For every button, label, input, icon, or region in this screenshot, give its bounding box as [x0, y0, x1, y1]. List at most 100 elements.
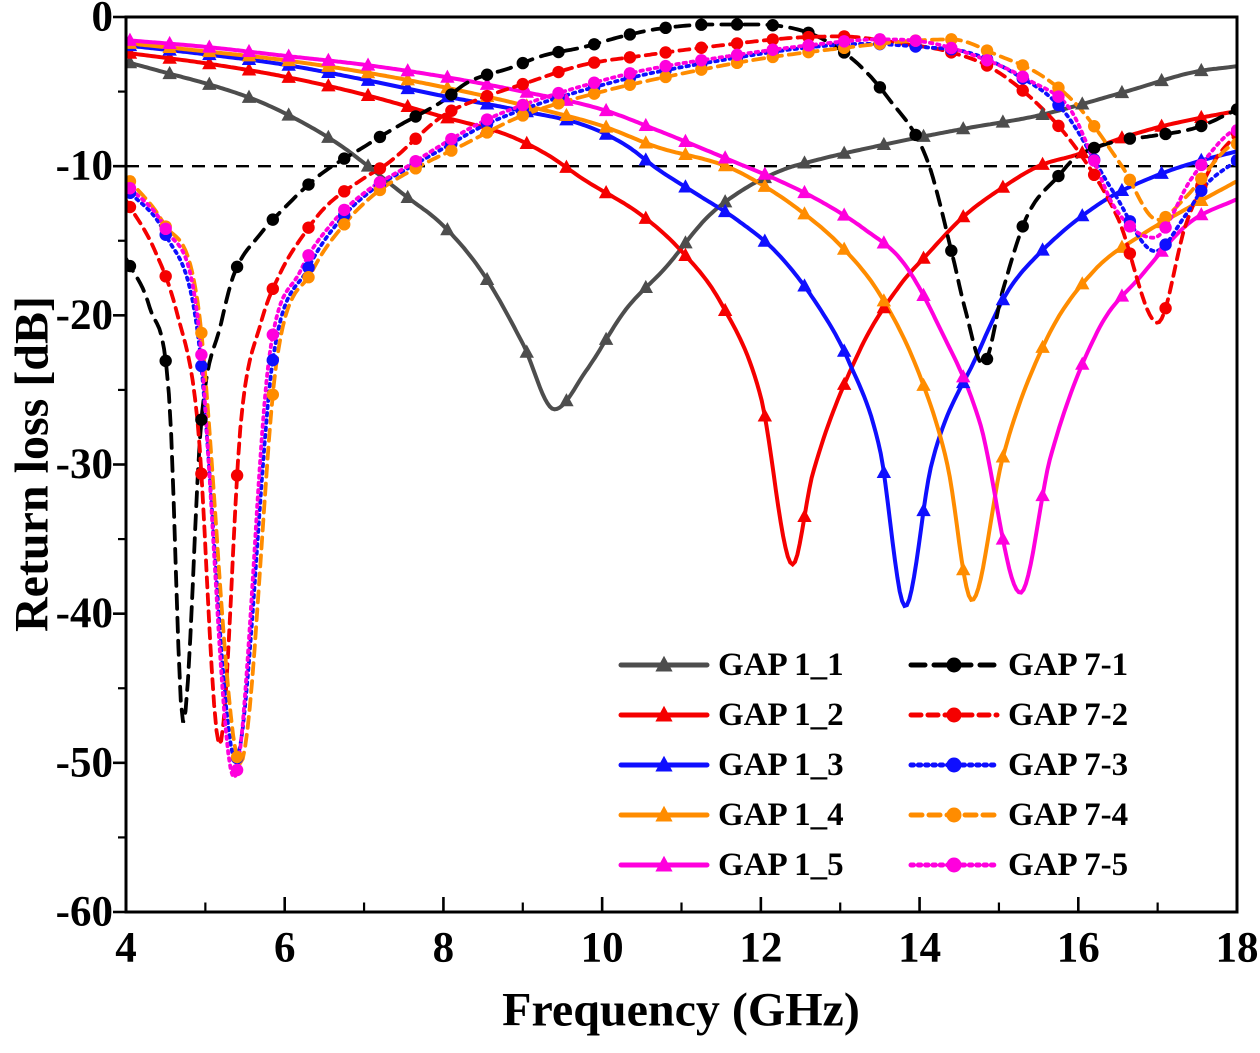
triangle-marker	[281, 69, 296, 83]
circle-marker	[1016, 70, 1029, 83]
legend-circle-marker	[946, 707, 962, 723]
circle-marker	[945, 33, 958, 46]
circle-marker	[1052, 81, 1065, 94]
triangle-marker	[241, 62, 257, 76]
triangle-marker	[281, 48, 296, 62]
circle-marker	[909, 34, 922, 47]
circle-marker	[480, 68, 494, 81]
triangle-marker	[519, 84, 534, 98]
circle-marker	[266, 328, 280, 341]
triangle-marker	[876, 136, 892, 151]
circle-marker	[445, 88, 458, 101]
circle-marker	[409, 132, 422, 145]
y-tick-label: -40	[56, 590, 113, 637]
x-tick-label: 14	[898, 925, 941, 972]
series-curve-gap-1-2	[126, 50, 1237, 568]
circle-marker	[623, 78, 637, 91]
triangle-marker	[757, 408, 773, 422]
triangle-marker	[638, 279, 653, 294]
triangle-marker	[836, 376, 852, 390]
circle-marker	[480, 113, 494, 126]
x-tick-label: 6	[274, 925, 296, 972]
circle-marker	[302, 178, 315, 191]
circle-marker	[552, 97, 565, 110]
triangle-marker	[360, 72, 376, 86]
legend-column-solid: GAP 1_1 GAP 1_2 GAP 1_3 GAP 1_4 GAP 1_5	[618, 640, 898, 890]
triangle-marker	[1035, 242, 1050, 256]
circle-marker	[873, 81, 887, 94]
triangle-marker	[241, 89, 257, 103]
triangle-marker	[321, 129, 336, 143]
triangle-marker	[479, 96, 495, 110]
circle-marker	[159, 222, 172, 236]
legend-label-gap-1-2: GAP 1_2	[718, 696, 844, 733]
legend-circle-marker	[946, 657, 962, 673]
y-tick-label: -30	[56, 441, 113, 488]
circle-marker	[730, 48, 744, 62]
series-curve-gap-1-4	[126, 41, 1237, 603]
triangle-marker	[916, 502, 931, 517]
circle-marker	[195, 348, 208, 361]
legend-swatch-gap-7-4	[908, 807, 1000, 823]
triangle-marker	[638, 152, 653, 166]
legend-label-gap-7-4: GAP 7-4	[1008, 796, 1129, 833]
circle-marker	[623, 28, 637, 41]
circle-marker	[126, 200, 137, 214]
triangle-marker	[1154, 72, 1169, 87]
triangle-marker	[440, 222, 455, 236]
triangle-marker	[757, 178, 773, 192]
circle-marker	[266, 388, 280, 401]
triangle-marker	[797, 508, 812, 523]
triangle-marker	[400, 189, 415, 203]
legend-triangle-marker	[655, 755, 673, 772]
legend-triangle-marker	[655, 705, 673, 722]
legend-circle-marker	[946, 807, 962, 823]
circle-marker	[588, 87, 601, 100]
triangle-marker	[519, 135, 534, 149]
circle-marker	[730, 18, 744, 31]
triangle-marker	[638, 117, 653, 132]
triangle-marker	[717, 158, 733, 172]
circle-marker	[980, 54, 994, 67]
circle-marker	[1052, 169, 1065, 183]
triangle-marker	[678, 179, 693, 193]
triangle-marker	[995, 179, 1011, 193]
triangle-marker	[1075, 145, 1090, 159]
triangle-marker	[360, 57, 376, 71]
legend-item-gap-7-4: GAP 7-4	[908, 790, 1128, 840]
circle-marker	[1159, 210, 1172, 224]
legend-triangle-marker	[655, 855, 673, 872]
circle-marker	[909, 128, 922, 142]
circle-marker	[1159, 302, 1172, 315]
triangle-marker	[757, 166, 773, 180]
circle-marker	[1195, 184, 1208, 197]
triangle-marker	[1035, 487, 1050, 502]
circle-marker	[1087, 141, 1101, 155]
circle-marker	[1159, 127, 1172, 141]
triangle-marker	[995, 114, 1011, 128]
legend-triangle-marker	[655, 655, 673, 672]
triangle-marker	[598, 185, 614, 199]
triangle-marker	[638, 210, 653, 224]
circle-marker	[1123, 132, 1137, 145]
series-markers-gap-1-1	[126, 55, 1209, 407]
legend-label-gap-7-2: GAP 7-2	[1008, 696, 1129, 733]
triangle-marker	[717, 194, 733, 208]
triangle-marker	[321, 52, 336, 66]
circle-marker	[1123, 220, 1137, 233]
circle-marker	[695, 63, 708, 76]
circle-marker	[1087, 120, 1101, 133]
circle-marker	[766, 33, 779, 46]
triangle-marker	[559, 159, 574, 173]
axis-ticks	[113, 15, 1239, 914]
circle-marker	[159, 270, 172, 283]
circle-marker	[945, 244, 958, 257]
circle-marker	[302, 261, 315, 274]
legend-item-gap-1-5: GAP 1_5	[618, 840, 898, 890]
triangle-marker	[678, 146, 693, 161]
triangle-marker	[1075, 96, 1090, 110]
series-curve-gap-1-3	[126, 43, 1237, 609]
triangle-marker	[995, 292, 1011, 306]
series-markers-gap-7-1	[126, 18, 1237, 426]
triangle-marker	[876, 235, 892, 249]
